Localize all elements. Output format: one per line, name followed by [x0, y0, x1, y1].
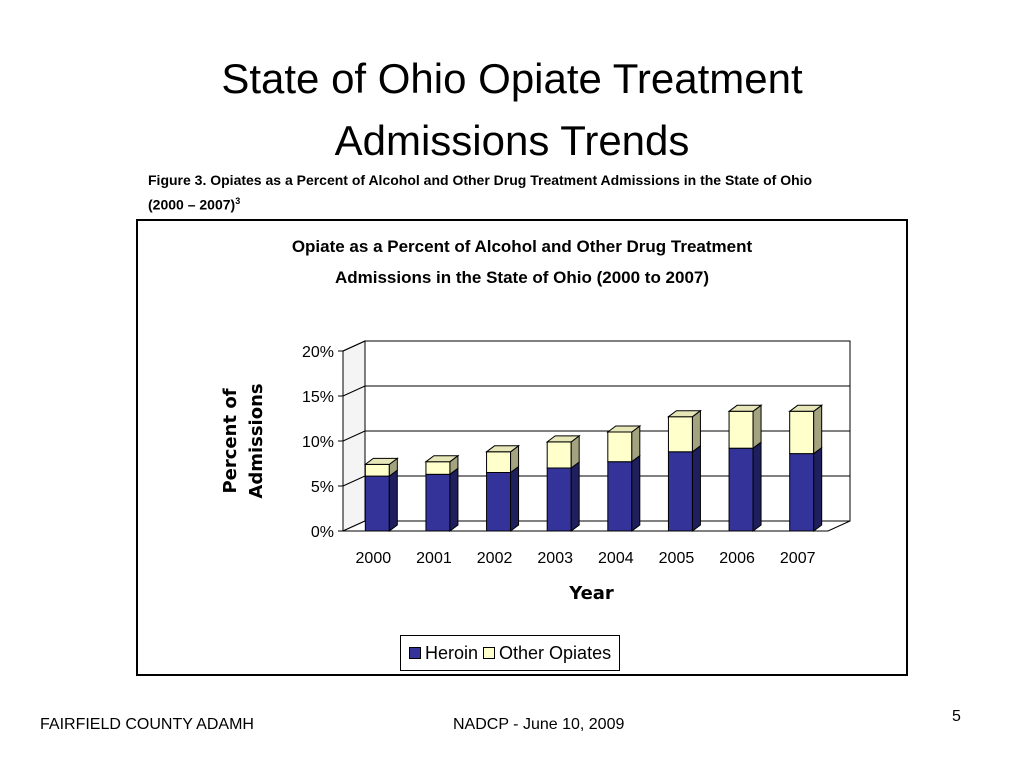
y-tick-label: 10%	[302, 434, 334, 451]
gridline-side	[342, 475, 366, 487]
bar-heroin-2002	[486, 472, 512, 532]
legend-item-heroin: Heroin	[409, 643, 478, 664]
plot-floor	[342, 520, 851, 532]
gridline-side	[342, 430, 366, 442]
y-tick-label: 0%	[311, 524, 334, 541]
gridline-side	[342, 385, 366, 397]
bar-side-other-opiates-2007	[813, 404, 823, 455]
bar-heroin-2006	[728, 447, 754, 532]
bar-top-2007	[788, 404, 824, 412]
bar-other-opiates-2000	[364, 463, 390, 477]
y-axis-title-line2: Admissions	[246, 383, 267, 498]
legend-label-heroin: Heroin	[425, 642, 479, 663]
bar-heroin-2004	[607, 461, 633, 532]
x-axis-title: Year	[568, 583, 614, 604]
bar-side-heroin-2001	[449, 467, 459, 532]
bar-side-heroin-2002	[510, 465, 520, 532]
bar-side-other-opiates-2006	[752, 404, 762, 450]
x-tick-label-2004: 2004	[598, 550, 634, 567]
legend-swatch-other-opiates	[483, 647, 496, 659]
bar-top-2006	[727, 404, 763, 412]
slide-title-line2: Admissions Trends	[334, 117, 690, 164]
chart-title: Opiate as a Percent of Alcohol and Other…	[138, 231, 906, 293]
bar-heroin-2000	[364, 475, 390, 532]
bar-heroin-2001	[425, 473, 451, 532]
bar-other-opiates-2005	[667, 416, 693, 453]
bar-side-heroin-2006	[752, 441, 762, 532]
bar-top-2005	[666, 410, 702, 418]
chart-legend: Heroin Other Opiates	[400, 635, 621, 671]
slide-title: State of Ohio Opiate Treatment Admission…	[0, 48, 1024, 172]
y-tick-label: 5%	[311, 479, 334, 496]
y-tick-label: 20%	[302, 344, 334, 361]
figure-caption-line2: (2000 – 2007)	[148, 196, 236, 213]
legend-item-other-opiates: Other Opiates	[483, 643, 611, 664]
bar-other-opiates-2004	[607, 431, 633, 463]
bar-heroin-2003	[546, 467, 572, 532]
footer-event: NADCP - June 10, 2009	[453, 716, 625, 733]
bar-side-other-opiates-2005	[691, 409, 701, 453]
x-tick-label-2003: 2003	[537, 550, 573, 567]
bar-side-heroin-2005	[691, 444, 701, 532]
slide-title-line1: State of Ohio Opiate Treatment	[221, 55, 803, 102]
legend-swatch-heroin	[409, 647, 421, 659]
x-tick-label-2007: 2007	[780, 550, 816, 567]
chart-title-line1: Opiate as a Percent of Alcohol and Other…	[291, 237, 753, 256]
x-tick-label-2001: 2001	[416, 550, 452, 567]
chart-title-line2: Admissions in the State of Ohio (2000 to…	[334, 268, 710, 287]
y-axis-title-line1: Percent of	[220, 388, 241, 493]
bar-side-heroin-2003	[570, 461, 580, 532]
bar-top-2000	[363, 457, 399, 465]
bar-other-opiates-2007	[789, 410, 815, 455]
page-number: 5	[952, 708, 961, 725]
legend-label-other-opiates: Other Opiates	[499, 642, 612, 663]
figure-caption: Figure 3. Opiates as a Percent of Alcoho…	[148, 170, 978, 216]
bar-other-opiates-2001	[425, 461, 451, 475]
bar-heroin-2005	[667, 451, 693, 532]
bar-top-2004	[606, 425, 642, 433]
footnote-ref: 3	[235, 196, 241, 206]
bar-top-2002	[485, 445, 521, 453]
bar-other-opiates-2006	[728, 410, 754, 449]
chart-plot: 0% 5% 10% 15% 20% 2000 2001 2002 2003 2004 2005 200…	[220, 340, 851, 604]
bar-top-2001	[424, 455, 460, 463]
x-tick-label-2005: 2005	[659, 550, 695, 567]
chart-area: Opiate as a Percent of Alcohol and Other…	[136, 219, 908, 676]
x-tick-label-2000: 2000	[356, 550, 392, 567]
figure-caption-line1: Figure 3. Opiates as a Percent of Alcoho…	[148, 172, 813, 188]
footer-organization: FAIRFIELD COUNTY ADAMH	[40, 716, 254, 733]
bar-heroin-2007	[789, 453, 815, 532]
bar-side-heroin-2000	[388, 469, 398, 532]
bar-side-heroin-2004	[631, 454, 641, 532]
y-tick-label: 15%	[302, 389, 334, 406]
bar-other-opiates-2002	[486, 451, 512, 474]
bar-side-heroin-2007	[813, 446, 823, 532]
bar-other-opiates-2003	[546, 441, 572, 469]
gridline-side	[342, 340, 366, 352]
x-tick-label-2002: 2002	[477, 550, 513, 567]
bar-top-2003	[545, 435, 581, 443]
x-tick-label-2006: 2006	[719, 550, 755, 567]
